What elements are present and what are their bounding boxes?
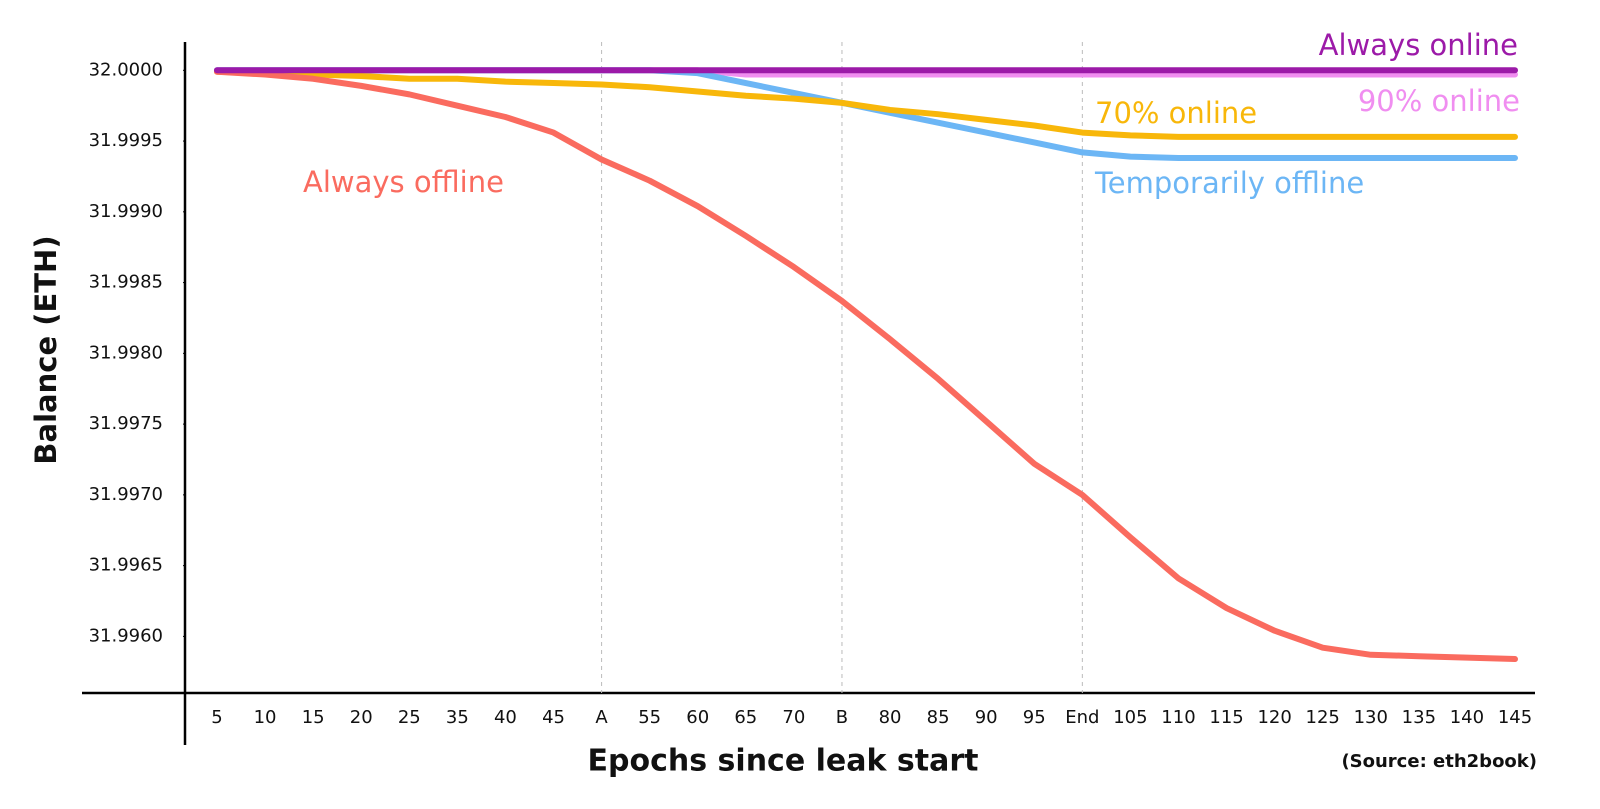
y-tick-label: 31.9965 — [89, 555, 163, 576]
x-tick-label: 20 — [350, 707, 373, 728]
series-label: Always offline — [303, 165, 504, 199]
x-tick-label: 125 — [1306, 707, 1340, 728]
y-tick-label: 31.9990 — [89, 201, 163, 222]
x-tick-label: 135 — [1402, 707, 1436, 728]
series-label: Always online — [1319, 28, 1518, 62]
x-tick-label: 110 — [1161, 707, 1195, 728]
source-note: (Source: eth2book) — [1341, 751, 1537, 772]
x-tick-label: 55 — [638, 707, 661, 728]
x-tick-label: 120 — [1257, 707, 1291, 728]
x-tick-label: 140 — [1450, 707, 1484, 728]
x-tick-label: 65 — [734, 707, 757, 728]
x-tick-label: 145 — [1498, 707, 1532, 728]
x-tick-label: 25 — [398, 707, 421, 728]
x-tick-label: 80 — [879, 707, 902, 728]
y-tick-label: 31.9960 — [89, 625, 163, 646]
x-tick-label: 15 — [302, 707, 325, 728]
series-line — [214, 67, 1518, 162]
x-tick-label: 45 — [542, 707, 565, 728]
x-tick-label: 95 — [1023, 707, 1046, 728]
x-tick-label: 130 — [1354, 707, 1388, 728]
y-tick-label: 31.9980 — [89, 342, 163, 363]
series-label: Temporarily offline — [1094, 166, 1364, 200]
x-tick-label: B — [836, 707, 848, 728]
x-tick-label: 10 — [254, 707, 277, 728]
x-tick-label: 115 — [1209, 707, 1243, 728]
y-axis-label: Balance (ETH) — [29, 235, 63, 464]
x-tick-label: 40 — [494, 707, 517, 728]
y-tick-label: 31.9975 — [89, 413, 163, 434]
x-tick-label: 90 — [975, 707, 998, 728]
series-label: 90% online — [1358, 84, 1520, 118]
x-tick-label: 60 — [686, 707, 709, 728]
x-tick-label: 35 — [446, 707, 469, 728]
series-label: 70% online — [1095, 96, 1257, 130]
x-tick-label: 5 — [211, 707, 222, 728]
x-tick-label: 85 — [927, 707, 950, 728]
x-tick-label: 105 — [1113, 707, 1147, 728]
y-tick-label: 31.9985 — [89, 272, 163, 293]
y-tick-label: 31.9995 — [89, 130, 163, 151]
x-tick-label: End — [1065, 707, 1099, 728]
y-tick-label: 31.9970 — [89, 484, 163, 505]
x-tick-label: 70 — [782, 707, 805, 728]
y-tick-label: 32.0000 — [89, 59, 163, 80]
series-line — [214, 68, 1518, 663]
series-line — [214, 68, 1518, 140]
x-tick-label: A — [595, 707, 608, 728]
x-axis-label: Epochs since leak start — [588, 744, 979, 779]
